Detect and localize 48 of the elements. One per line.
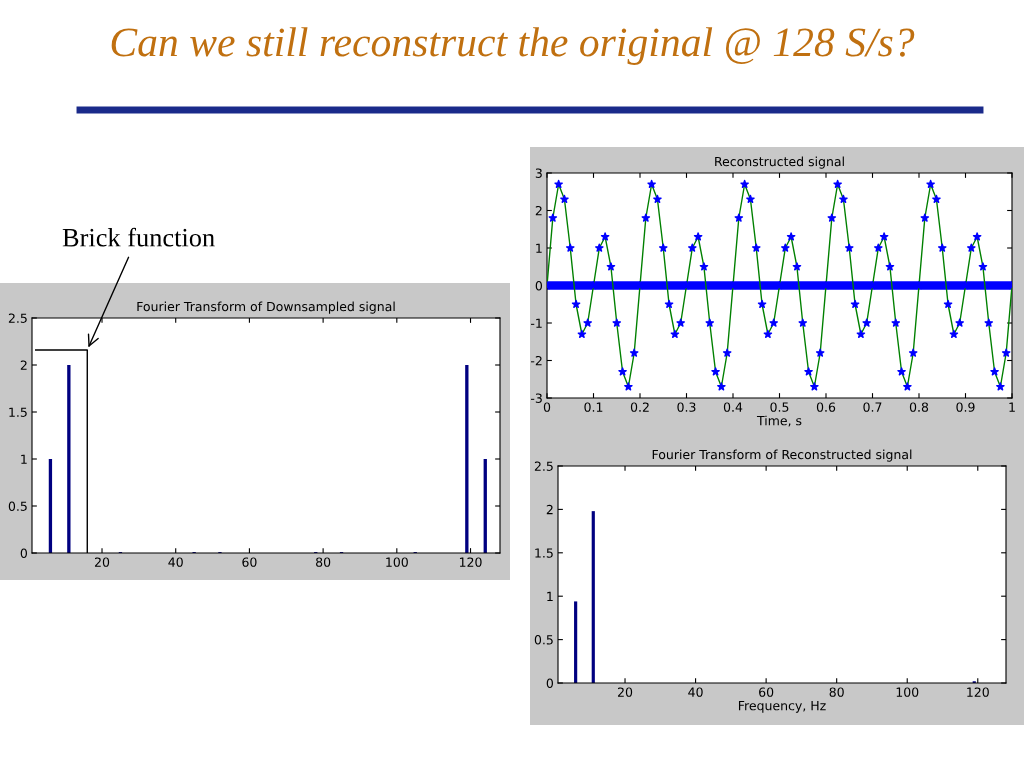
chart-title: Reconstructed signal xyxy=(715,156,844,169)
chart-title: Fourier Transform of Reconstructed signal xyxy=(652,449,912,462)
x-tick-label: 0.6 xyxy=(816,402,836,412)
x-tick-label: 0.4 xyxy=(723,402,743,412)
x-tick-label: 120 xyxy=(967,687,989,697)
y-tick-label: 0.5 xyxy=(534,635,553,645)
y-tick-label: 2 xyxy=(546,504,553,515)
y-tick-label: 0.5 xyxy=(8,501,27,511)
y-tick-label: 0 xyxy=(535,280,542,291)
x-tick-label: 100 xyxy=(896,687,919,697)
x-tick-label: 0.9 xyxy=(956,402,975,412)
y-tick-label: 1.5 xyxy=(9,407,27,417)
y-tick-label: 0 xyxy=(546,678,553,688)
x-tick-label: 100 xyxy=(386,557,408,567)
x-tick-label: 80 xyxy=(829,687,844,697)
x-tick-label: 60 xyxy=(242,557,257,567)
y-tick-label: -3 xyxy=(530,393,542,403)
y-tick-label: 2 xyxy=(20,360,27,370)
x-tick-label: 40 xyxy=(688,687,703,697)
x-tick-label: 60 xyxy=(759,687,774,697)
x-tick-label: 0.2 xyxy=(630,402,649,412)
chart-title: Fourier Transform of Downsampled signal xyxy=(137,301,395,314)
x-tick-label: 20 xyxy=(617,687,633,697)
x-tick-label: 1 xyxy=(1009,402,1015,412)
y-tick-label: -1 xyxy=(530,318,542,328)
y-tick-label: 2 xyxy=(535,205,542,216)
y-tick-label: 0 xyxy=(20,548,27,558)
y-tick-label: 1 xyxy=(21,454,27,464)
x-tick-label: 0.5 xyxy=(770,402,789,412)
y-tick-label: 1 xyxy=(547,591,553,601)
y-tick-label: 2.5 xyxy=(534,461,553,471)
x-tick-label: 0.8 xyxy=(909,402,929,412)
x-tick-label: 40 xyxy=(168,557,183,567)
x-tick-label: 0.1 xyxy=(584,402,603,412)
x-tick-label: 20 xyxy=(94,557,110,567)
x-axis-title: Frequency, Hz xyxy=(738,701,826,713)
y-tick-label: -2 xyxy=(530,355,542,366)
x-axis-title: Time, s xyxy=(756,415,802,427)
annotation: Brick function xyxy=(62,227,215,247)
x-tick-label: 120 xyxy=(459,557,482,567)
y-tick-label: 1 xyxy=(536,243,542,253)
y-tick-label: 2.5 xyxy=(8,313,27,323)
x-tick-label: 80 xyxy=(316,557,331,567)
x-tick-label: 0.3 xyxy=(677,402,696,412)
x-tick-label: 0.7 xyxy=(863,402,882,412)
y-tick-label: 1.5 xyxy=(535,548,553,558)
text: Can we still reconstruct the original @ 128 S/s? xyxy=(111,27,915,65)
y-tick-label: 3 xyxy=(535,168,542,178)
